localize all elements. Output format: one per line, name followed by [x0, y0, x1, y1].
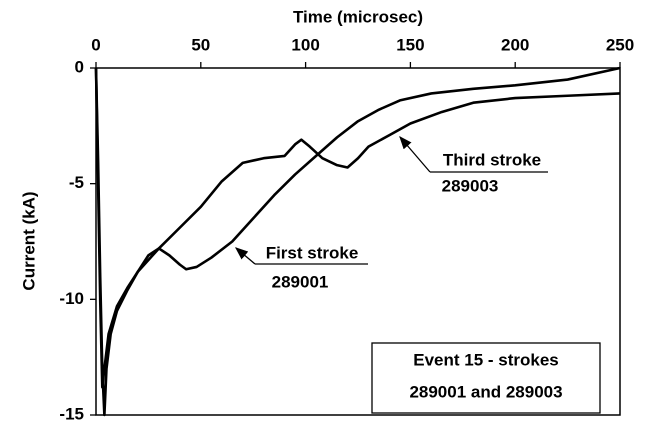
- series-id: 289001: [272, 272, 329, 291]
- x-tick-label: 150: [396, 35, 424, 54]
- x-tick-label: 200: [501, 35, 529, 54]
- series-id: 289003: [442, 176, 499, 195]
- x-tick-label: 250: [606, 35, 634, 54]
- note-line: Event 15 - strokes: [413, 350, 559, 369]
- plot-frame: [95, 67, 621, 416]
- note-line: 289001 and 289003: [409, 382, 562, 401]
- series-name: Third stroke: [443, 150, 541, 169]
- y-tick-label: -5: [69, 173, 84, 192]
- y-tick-label: -10: [59, 289, 84, 308]
- x-axis-title: Time (microsec): [293, 7, 423, 26]
- y-axis-title: Current (kA): [19, 191, 38, 290]
- x-tick-label: 100: [291, 35, 319, 54]
- y-tick-label: 0: [75, 57, 84, 76]
- series-line: [94, 67, 621, 389]
- x-tick-label: 50: [191, 35, 210, 54]
- annotation-third: Third stroke 289003: [399, 136, 548, 195]
- series-line: [94, 66, 621, 417]
- series-name: First stroke: [266, 243, 359, 262]
- annotation-first: First stroke 289001: [235, 243, 368, 291]
- note-frame: [371, 342, 601, 414]
- note-box: Event 15 - strokes 289001 and 289003: [371, 342, 601, 414]
- arrow: [399, 136, 431, 173]
- y-tick-label: -15: [59, 404, 84, 423]
- x-tick-label: 0: [91, 35, 100, 54]
- arrow: [235, 247, 256, 265]
